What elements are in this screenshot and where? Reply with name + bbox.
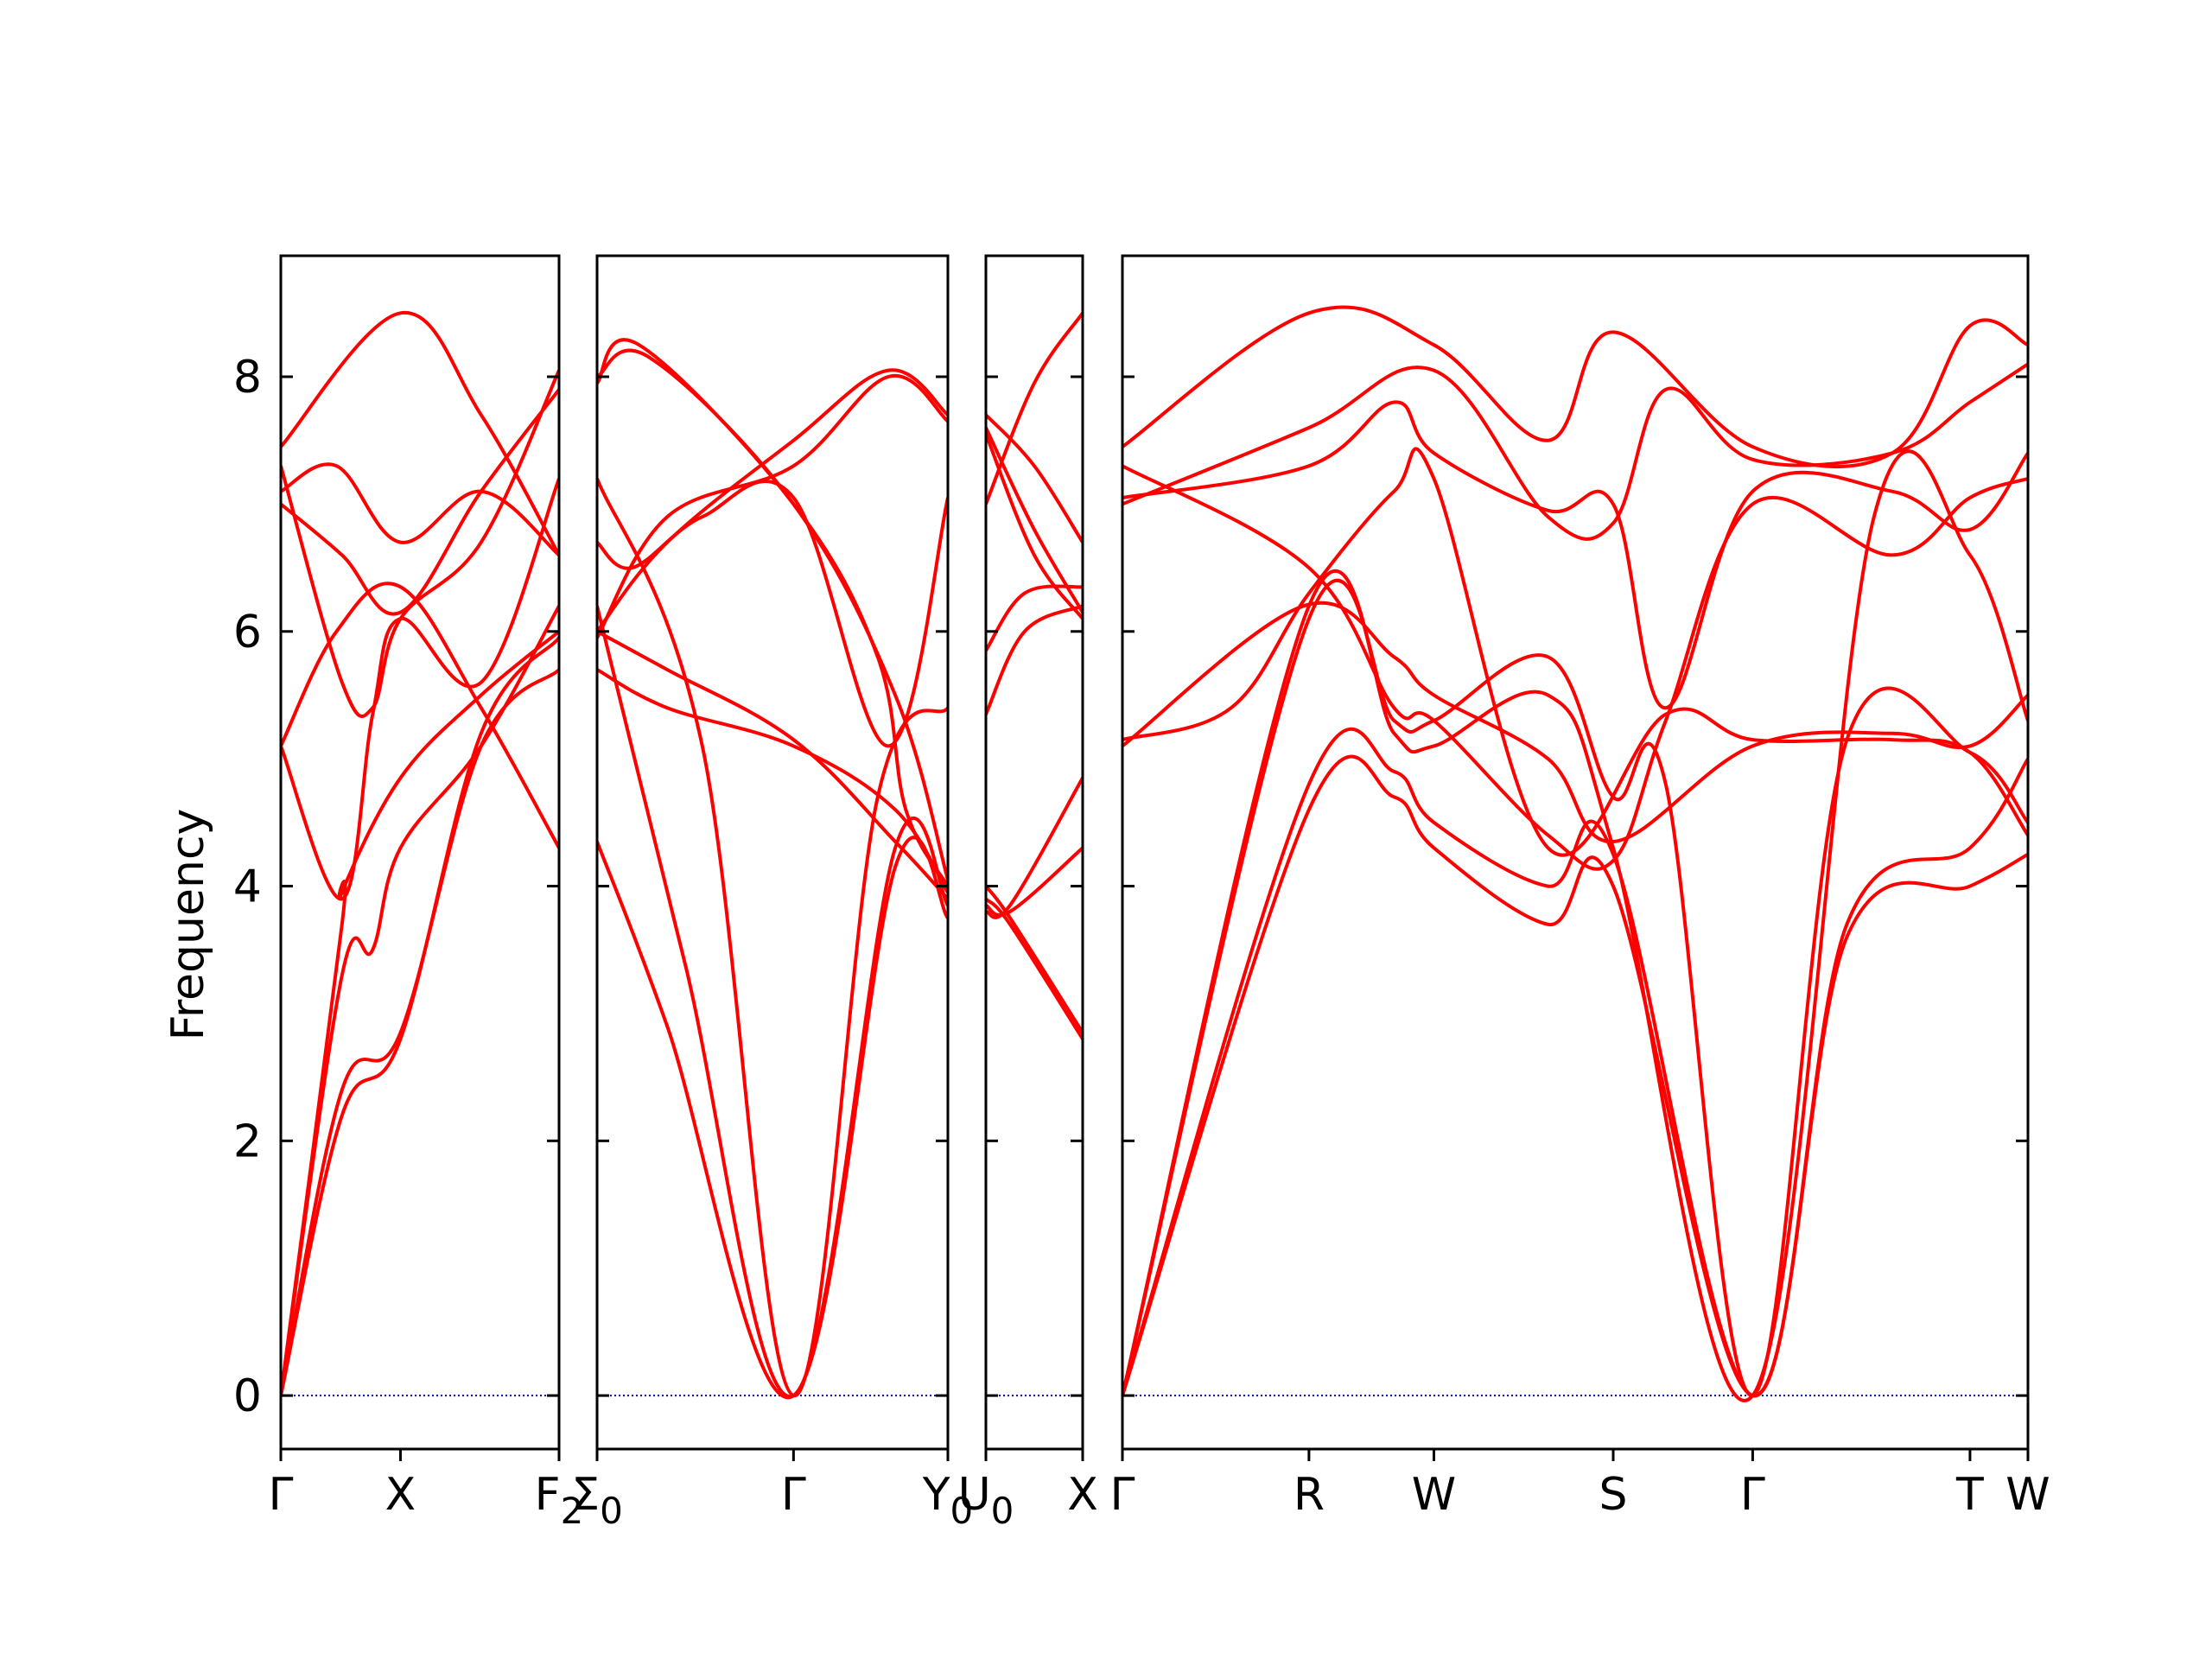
phonon-band-1: [1122, 754, 2028, 1398]
phonon-band-1: [986, 897, 1083, 1040]
phonon-band-6: [281, 582, 559, 849]
phonon-band-5: [597, 630, 948, 900]
x-tick-label: W: [1412, 1469, 1456, 1521]
phonon-band-4: [281, 630, 559, 1396]
phonon-band-2: [986, 885, 1083, 1034]
phonon-band-2: [1122, 727, 2028, 1398]
panel-2: Σ0 Γ Y0: [571, 254, 974, 1532]
phonon-band-10: [986, 433, 1083, 620]
phonon-band-9: [597, 338, 948, 887]
phonon-band-10: [281, 311, 559, 556]
x-tick-label: Γ: [1110, 1469, 1135, 1521]
x-tick-label: X: [385, 1469, 416, 1521]
panel-3: U0 X: [958, 254, 1098, 1532]
phonon-band-5: [1122, 601, 2028, 844]
phonon-band-4: [597, 668, 948, 893]
x-tick-label: U0: [958, 1469, 1014, 1532]
panel-frame: [279, 254, 561, 1451]
panel-frame: [984, 254, 1084, 1451]
phonon-band-6: [597, 480, 948, 748]
phonon-band-7: [597, 368, 948, 633]
x-tick-label: Y0: [922, 1469, 974, 1532]
phonon-band-6: [986, 584, 1083, 652]
phonon-band-8: [986, 413, 1083, 543]
y-tick-label: 6: [233, 607, 262, 658]
phonon-band-1: [281, 636, 559, 1396]
x-tick-label: S: [1599, 1469, 1628, 1521]
x-tick-label: Γ: [269, 1469, 294, 1521]
x-tick-label: Σ0: [571, 1469, 623, 1532]
x-tick-label: Γ: [781, 1469, 806, 1521]
phonon-band-8: [597, 373, 948, 639]
phonon-band-4: [1122, 449, 2028, 1402]
phonon-band-2: [281, 668, 559, 1396]
panel-1: Γ X F2: [269, 254, 584, 1532]
panel-frame: [595, 254, 950, 1451]
phonon-band-8: [281, 388, 559, 616]
x-tick-label: T: [1955, 1469, 1984, 1521]
phonon-band-3: [986, 846, 1083, 918]
y-tick-label: 4: [233, 861, 262, 913]
x-tick-label: Γ: [1740, 1469, 1765, 1521]
phonon-band-10: [597, 348, 948, 880]
y-tick-label: 8: [233, 352, 262, 404]
x-tick-label: R: [1294, 1469, 1325, 1521]
phonon-band-7: [986, 427, 1083, 613]
phonon-band-5: [281, 478, 559, 901]
phonon-band-10: [1122, 305, 2028, 469]
phonon-band-6: [1122, 447, 2028, 857]
phonon-band-8: [1122, 400, 2028, 710]
x-tick-label: X: [1067, 1469, 1098, 1521]
phonon-band-9: [986, 312, 1083, 505]
phonon-band-9: [281, 462, 559, 556]
y-axis-label: Frequency: [162, 809, 214, 1041]
phonon-band-3: [281, 605, 559, 1396]
y-tick-labels: 0 2 4 6 8: [233, 352, 262, 1422]
phonon-band-4: [986, 777, 1083, 919]
panel-frame: [1121, 254, 2030, 1451]
phonon-band-3: [597, 478, 948, 1398]
phonon-band-9: [1122, 362, 2028, 541]
y-tick-label: 0: [233, 1370, 262, 1422]
phonon-band-7: [1122, 464, 2028, 871]
y-tick-label: 2: [233, 1116, 262, 1167]
x-tick-label: F2: [535, 1469, 584, 1532]
phonon-band-5: [986, 604, 1083, 715]
phonon-band-3: [1122, 578, 2028, 1398]
x-tick-label: W: [2005, 1469, 2050, 1521]
